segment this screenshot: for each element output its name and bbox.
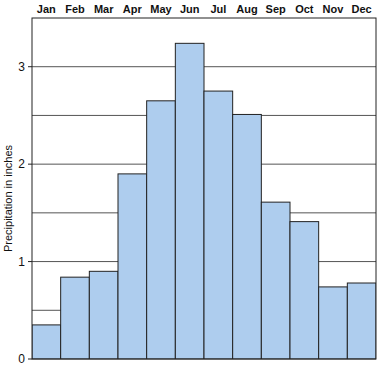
bar — [89, 271, 118, 359]
x-tick-label: Mar — [94, 3, 114, 15]
bar — [175, 43, 204, 359]
bar — [118, 174, 147, 359]
x-tick-label: Oct — [295, 3, 314, 15]
x-tick-label: Aug — [236, 3, 257, 15]
y-tick — [28, 359, 32, 360]
y-tick — [28, 66, 32, 67]
plot-frame — [32, 18, 376, 359]
x-tick-label: Jul — [210, 3, 226, 15]
y-tick-label: 2 — [18, 157, 25, 171]
bar — [204, 91, 233, 359]
y-axis-label: Precipitation in inches — [2, 145, 14, 253]
y-tick-label: 1 — [18, 255, 25, 269]
x-tick-label: Dec — [352, 3, 372, 15]
x-tick-label: Sep — [266, 3, 286, 15]
x-tick-label: May — [150, 3, 172, 15]
y-tick-label: 0 — [18, 352, 25, 366]
bar — [32, 325, 61, 359]
chart: 0 1 2 3 Jan Feb Mar Apr May Jun Jul Aug Sep Oct Nov Dec… — [0, 0, 381, 370]
y-tick-label: 3 — [18, 60, 25, 74]
x-tick-label: Jan — [37, 3, 56, 15]
bar — [147, 101, 176, 359]
bar — [319, 287, 348, 359]
bar — [61, 277, 90, 359]
bar — [347, 283, 376, 359]
bar — [290, 222, 319, 359]
x-tick-label: Nov — [323, 3, 345, 15]
bar — [261, 202, 290, 359]
x-tick-label: Feb — [65, 3, 85, 15]
bar — [233, 114, 262, 359]
x-tick-label: Apr — [123, 3, 143, 15]
y-tick — [28, 164, 32, 165]
y-tick — [28, 261, 32, 262]
x-tick-label: Jun — [180, 3, 200, 15]
bars — [32, 43, 376, 359]
